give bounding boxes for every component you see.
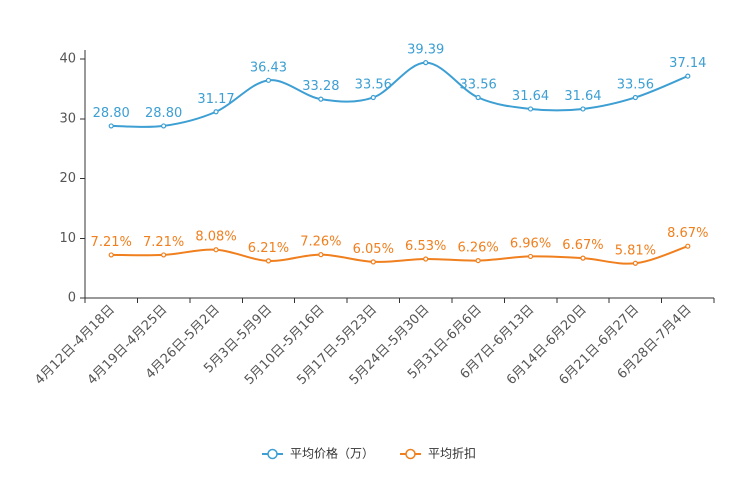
legend-item-price[interactable]: 平均价格（万） (262, 446, 374, 461)
legend-item-discount[interactable]: 平均折扣 (400, 446, 476, 461)
discount-point (265, 258, 272, 264)
discount-data-label: 6.26% (457, 241, 498, 256)
discount-point (685, 243, 691, 249)
legend-discount-label: 平均折扣 (428, 446, 476, 461)
legend-price-circle-icon (267, 448, 278, 460)
price-point (685, 73, 691, 79)
price-point (213, 109, 219, 115)
discount-point (423, 256, 429, 262)
price-data-label: 31.64 (512, 89, 549, 104)
discount-data-label: 6.96% (510, 236, 551, 251)
discount-point (475, 257, 481, 264)
discount-point (213, 247, 219, 253)
discount-data-label: 5.81% (615, 243, 656, 258)
y-tick-label: 10 (59, 231, 76, 246)
price-point (475, 94, 481, 101)
x-axis: 4月12日-4月18日4月19日-4月25日4月26日-5月2日5月3日-5月9… (32, 297, 715, 388)
discount-series: 7.21% 7.21% 8.08% 6.21% 7.26% 6.05% 6.53% 6.26%… (91, 226, 708, 266)
discount-data-label: 6.67% (562, 238, 603, 253)
price-data-label: 33.56 (355, 77, 392, 92)
y-tick-label: 20 (59, 171, 76, 186)
discount-point (161, 252, 167, 258)
price-data-label: 33.56 (617, 77, 654, 92)
price-data-label: 37.14 (669, 56, 706, 71)
discount-data-label: 8.08% (195, 230, 236, 245)
price-point (108, 123, 114, 129)
discount-data-label: 8.67% (667, 226, 708, 241)
discount-data-label: 6.21% (248, 241, 289, 256)
price-point (318, 96, 324, 102)
price-data-label: 33.28 (302, 79, 339, 94)
legend-discount-circle-icon (405, 448, 416, 460)
discount-data-label: 7.26% (300, 235, 341, 250)
legend-price-label: 平均价格（万） (290, 446, 374, 461)
price-point (527, 106, 534, 112)
y-tick-label: 30 (59, 111, 76, 126)
discount-data-label: 7.21% (91, 235, 132, 250)
discount-point (318, 252, 324, 258)
discount-data-label: 6.53% (405, 239, 446, 254)
price-data-label: 39.39 (407, 43, 444, 58)
price-point (632, 94, 638, 101)
discount-point (527, 253, 534, 260)
legend: 平均价格（万） 平均折扣 (262, 446, 476, 461)
price-point (370, 94, 376, 101)
price-data-label: 31.17 (197, 92, 234, 107)
discount-point (580, 255, 586, 261)
discount-point (108, 252, 114, 258)
y-axis: 0 10 20 30 40 (59, 50, 86, 306)
discount-data-label: 6.05% (353, 242, 394, 257)
price-data-label: 28.80 (145, 106, 182, 121)
price-data-label: 33.56 (460, 77, 497, 92)
plot-area: 0 10 20 30 40 4月12日-4月18日4月19日-4月25日4月26日-5月2… (32, 43, 715, 388)
price-point (423, 60, 429, 66)
discount-point (370, 259, 376, 265)
price-point (580, 106, 586, 112)
discount-data-label: 7.21% (143, 235, 184, 250)
price-data-label: 36.43 (250, 60, 287, 75)
price-data-label: 28.80 (93, 106, 130, 121)
price-point (161, 123, 167, 129)
price-data-label: 31.64 (564, 89, 601, 104)
discount-line (111, 245, 689, 265)
y-tick-label: 40 (59, 52, 76, 67)
discount-point (632, 260, 638, 266)
price-series: 28.80 28.80 31.17 36.43 33.28 33.56 39.39 33.56… (93, 43, 706, 129)
y-tick-label: 0 (68, 291, 76, 306)
price-point (265, 77, 272, 83)
